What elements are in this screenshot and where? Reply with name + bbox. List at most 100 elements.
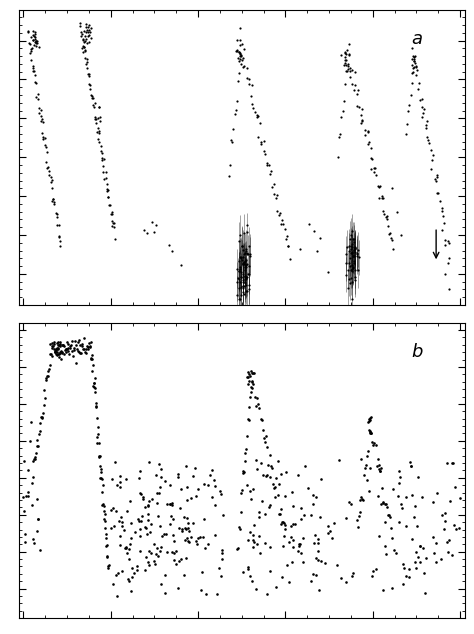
Point: [272, 193, 280, 204]
Point: [28, 43, 36, 53]
Point: [76, 340, 83, 350]
Point: [432, 176, 439, 186]
Point: [27, 55, 35, 65]
Point: [372, 170, 380, 180]
Point: [94, 429, 102, 439]
Point: [33, 37, 41, 48]
Point: [356, 102, 363, 112]
Point: [358, 116, 365, 126]
Point: [272, 482, 279, 492]
Point: [239, 283, 246, 294]
Point: [266, 472, 274, 482]
Point: [154, 551, 162, 561]
Point: [41, 133, 49, 143]
Point: [51, 344, 58, 354]
Point: [250, 519, 258, 529]
Point: [239, 61, 247, 72]
Point: [101, 516, 109, 526]
Point: [404, 106, 412, 116]
Point: [340, 60, 347, 70]
Point: [438, 225, 446, 235]
Point: [205, 539, 212, 549]
Point: [61, 345, 69, 355]
Point: [365, 416, 373, 426]
Point: [147, 547, 155, 557]
Point: [73, 358, 80, 368]
Point: [92, 118, 100, 128]
Point: [407, 90, 414, 100]
Point: [245, 535, 252, 545]
Point: [96, 102, 103, 112]
Point: [362, 131, 369, 141]
Point: [83, 37, 91, 48]
Point: [84, 68, 92, 79]
Point: [155, 488, 163, 498]
Point: [161, 476, 169, 486]
Point: [351, 242, 358, 252]
Point: [276, 207, 284, 217]
Point: [354, 251, 361, 261]
Point: [365, 486, 373, 496]
Point: [440, 211, 447, 221]
Point: [373, 564, 380, 574]
Point: [20, 506, 28, 516]
Point: [256, 118, 264, 128]
Point: [241, 303, 249, 313]
Point: [351, 243, 358, 254]
Point: [178, 524, 186, 534]
Point: [399, 579, 406, 590]
Point: [54, 340, 62, 351]
Point: [366, 413, 374, 424]
Point: [21, 537, 29, 547]
Point: [268, 462, 276, 472]
Point: [351, 244, 358, 254]
Point: [85, 30, 93, 40]
Point: [236, 48, 244, 58]
Point: [241, 305, 249, 315]
Point: [209, 465, 216, 476]
Point: [244, 367, 251, 377]
Point: [252, 583, 259, 593]
Point: [34, 514, 41, 524]
Point: [275, 508, 283, 519]
Point: [283, 560, 291, 570]
Point: [273, 490, 281, 500]
Point: [246, 402, 253, 412]
Point: [389, 533, 396, 543]
Point: [264, 469, 271, 479]
Point: [257, 458, 265, 468]
Point: [39, 134, 47, 145]
Point: [413, 521, 420, 531]
Point: [54, 347, 61, 357]
Point: [95, 438, 102, 448]
Point: [250, 537, 258, 547]
Point: [240, 467, 247, 477]
Point: [26, 48, 34, 58]
Point: [144, 557, 152, 567]
Point: [140, 225, 148, 235]
Point: [85, 25, 93, 35]
Point: [366, 415, 374, 425]
Point: [168, 547, 176, 557]
Point: [237, 272, 245, 282]
Point: [342, 48, 349, 58]
Point: [56, 339, 64, 349]
Point: [249, 484, 256, 495]
Point: [102, 541, 110, 551]
Point: [83, 25, 91, 35]
Point: [284, 242, 292, 252]
Point: [237, 488, 245, 498]
Point: [126, 496, 134, 506]
Point: [353, 247, 361, 257]
Point: [173, 546, 180, 556]
Point: [419, 543, 427, 553]
Point: [157, 541, 164, 552]
Point: [82, 34, 90, 44]
Point: [389, 183, 396, 193]
Point: [350, 257, 357, 268]
Point: [305, 483, 312, 493]
Point: [68, 346, 75, 356]
Point: [43, 147, 51, 157]
Point: [242, 273, 249, 283]
Point: [356, 507, 364, 517]
